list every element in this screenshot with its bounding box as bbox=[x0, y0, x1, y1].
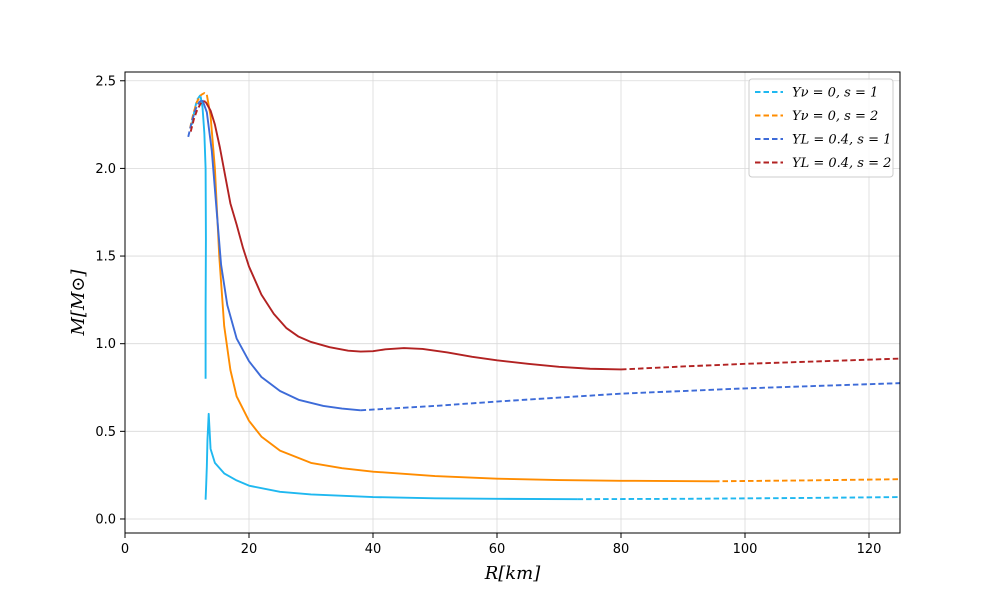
y-tick-label: 2.5 bbox=[95, 74, 116, 89]
series-line-dashed-tail bbox=[620, 357, 900, 371]
series-line-dashed-tail bbox=[360, 382, 900, 412]
series-line-solid bbox=[201, 99, 361, 412]
legend-entry-label: Yν = 0, s = 1 bbox=[792, 86, 878, 101]
series-line-dashed bbox=[187, 99, 203, 138]
x-axis-label: R[km] bbox=[484, 563, 542, 584]
series-line-solid bbox=[204, 101, 622, 371]
legend-entry-label: YL = 0.4, s = 2 bbox=[792, 156, 891, 171]
x-tick-label: 80 bbox=[613, 542, 630, 557]
y-tick-label: 1.5 bbox=[95, 250, 116, 265]
series-line-dashed-tail bbox=[713, 478, 900, 483]
legend: Yν = 0, s = 1 Yν = 0, s = 2 YL = 0.4, s = … bbox=[748, 78, 894, 178]
legend-box bbox=[748, 78, 894, 178]
series-line-dashed-tail bbox=[577, 496, 900, 501]
x-tick-label: 60 bbox=[489, 542, 506, 557]
series-line-dashed bbox=[189, 99, 206, 132]
plot-area-frame bbox=[124, 71, 901, 534]
y-axis-label: M[M⊙] bbox=[68, 269, 89, 337]
axis-ticks: 0 20 40 60 80 100 120 0.0 0.5 1.0 1.5 2.0 2.5 bbox=[95, 74, 881, 557]
legend-entry-label: YL = 0.4, s = 1 bbox=[792, 133, 891, 148]
x-tick-label: 0 bbox=[121, 542, 129, 557]
series-lines bbox=[187, 92, 900, 501]
series-line-solid-upper bbox=[199, 96, 207, 379]
y-tick-label: 2.0 bbox=[95, 162, 116, 177]
series-3 bbox=[187, 99, 900, 412]
y-tick-label: 0.0 bbox=[95, 512, 116, 527]
x-tick-label: 120 bbox=[857, 542, 882, 557]
x-tick-label: 100 bbox=[733, 542, 758, 557]
x-tick-label: 40 bbox=[365, 542, 382, 557]
x-tick-label: 20 bbox=[241, 542, 258, 557]
y-tick-label: 0.5 bbox=[95, 425, 116, 440]
legend-entry-label: Yν = 0, s = 2 bbox=[792, 109, 878, 124]
y-tick-label: 1.0 bbox=[95, 337, 116, 352]
series-line-solid bbox=[204, 412, 578, 501]
series-4 bbox=[189, 99, 900, 371]
grid-lines bbox=[124, 72, 900, 533]
